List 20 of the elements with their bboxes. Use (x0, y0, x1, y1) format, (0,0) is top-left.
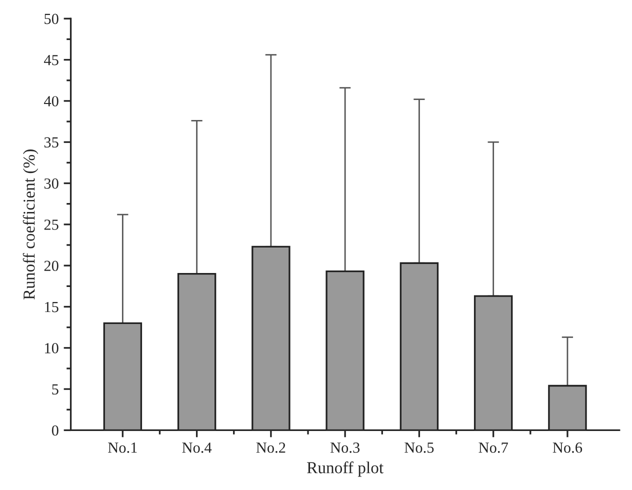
x-tick-label: No.6 (552, 442, 582, 453)
x-tick-label: No.4 (182, 442, 212, 453)
y-tick-label: 20 (44, 260, 58, 272)
y-tick-label: 50 (44, 14, 58, 24)
x-tick-label: No.5 (404, 442, 434, 453)
x-axis-title: Runoff plot (307, 461, 384, 477)
y-axis-title: Runoff coefficient (%) (22, 150, 38, 300)
y-tick-label: 0 (52, 425, 58, 436)
x-tick-label: No.1 (108, 442, 137, 453)
y-tick-label: 15 (45, 302, 58, 312)
y-tick-label: 5 (52, 384, 58, 395)
y-tick-label: 35 (44, 137, 58, 148)
y-tick-label: 45 (44, 55, 58, 66)
x-tick-label: No.3 (330, 442, 360, 453)
y-tick-label: 10 (45, 343, 58, 354)
y-tick-label: 25 (44, 220, 58, 230)
x-tick-label: No.7 (478, 442, 508, 453)
x-tick-label: No.2 (256, 442, 286, 453)
y-tick-label: 30 (44, 178, 58, 189)
y-tick-label: 40 (44, 96, 58, 106)
